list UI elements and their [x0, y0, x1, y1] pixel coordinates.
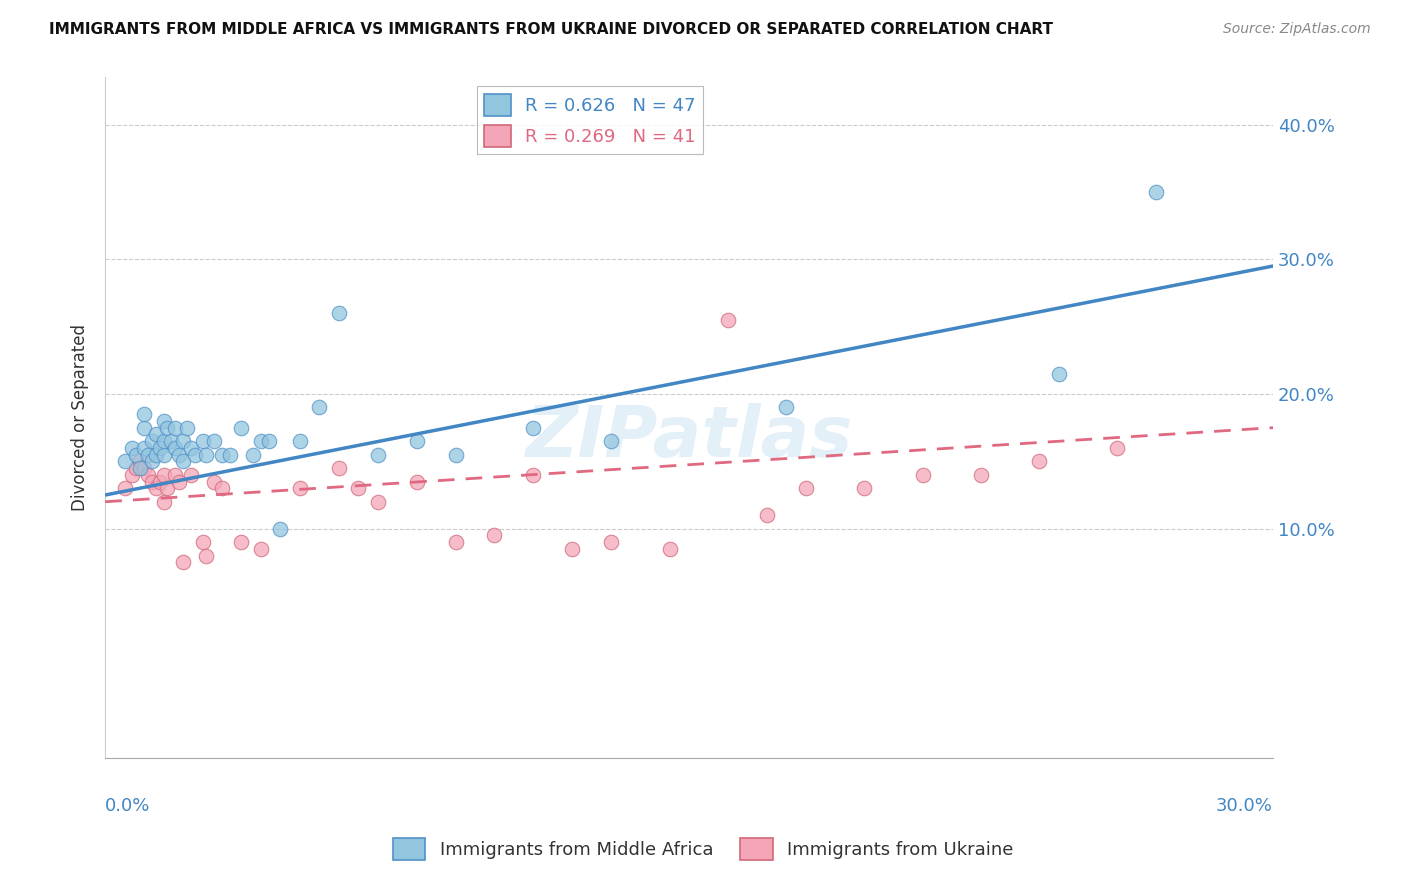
Point — [522, 467, 544, 482]
Point — [152, 448, 174, 462]
Point — [288, 434, 311, 449]
Point — [242, 448, 264, 462]
Point — [211, 448, 233, 462]
Point — [129, 454, 152, 468]
Point — [152, 494, 174, 508]
Point — [1144, 185, 1167, 199]
Point — [218, 448, 240, 462]
Point — [522, 420, 544, 434]
Point — [250, 541, 273, 556]
Point — [184, 448, 207, 462]
Point — [134, 461, 156, 475]
Point — [160, 434, 183, 449]
Point — [141, 475, 163, 489]
Point — [347, 481, 370, 495]
Point — [172, 434, 194, 449]
Point — [288, 481, 311, 495]
Point — [134, 407, 156, 421]
Point — [202, 434, 225, 449]
Point — [1047, 367, 1070, 381]
Point — [250, 434, 273, 449]
Point — [328, 306, 350, 320]
Point — [202, 475, 225, 489]
Point — [134, 420, 156, 434]
Point — [167, 448, 190, 462]
Point — [114, 481, 136, 495]
Point — [156, 481, 179, 495]
Point — [1107, 441, 1129, 455]
Point — [211, 481, 233, 495]
Point — [125, 448, 148, 462]
Point — [125, 461, 148, 475]
Point — [141, 434, 163, 449]
Point — [1028, 454, 1050, 468]
Point — [195, 549, 218, 563]
Point — [152, 414, 174, 428]
Point — [405, 475, 427, 489]
Point — [911, 467, 934, 482]
Point — [156, 420, 179, 434]
Point — [152, 467, 174, 482]
Point — [180, 441, 202, 455]
Point — [970, 467, 993, 482]
Point — [484, 528, 506, 542]
Legend: Immigrants from Middle Africa, Immigrants from Ukraine: Immigrants from Middle Africa, Immigrant… — [385, 830, 1021, 867]
Point — [121, 441, 143, 455]
Point — [191, 434, 214, 449]
Point — [136, 448, 159, 462]
Point — [165, 441, 187, 455]
Point — [600, 535, 623, 549]
Point — [136, 467, 159, 482]
Point — [328, 461, 350, 475]
Point — [165, 467, 187, 482]
Y-axis label: Divorced or Separated: Divorced or Separated — [72, 324, 89, 511]
Point — [257, 434, 280, 449]
Point — [172, 454, 194, 468]
Point — [145, 427, 167, 442]
Point — [141, 454, 163, 468]
Point — [231, 535, 253, 549]
Point — [794, 481, 817, 495]
Point — [180, 467, 202, 482]
Point — [145, 448, 167, 462]
Point — [149, 441, 172, 455]
Point — [129, 461, 152, 475]
Point — [172, 555, 194, 569]
Point — [775, 401, 797, 415]
Point — [561, 541, 583, 556]
Point — [755, 508, 778, 523]
Point — [658, 541, 681, 556]
Point — [176, 420, 198, 434]
Point — [134, 441, 156, 455]
Point — [444, 535, 467, 549]
Point — [600, 434, 623, 449]
Text: Source: ZipAtlas.com: Source: ZipAtlas.com — [1223, 22, 1371, 37]
Point — [114, 454, 136, 468]
Point — [191, 535, 214, 549]
Point — [853, 481, 876, 495]
Point — [405, 434, 427, 449]
Point — [167, 475, 190, 489]
Point — [231, 420, 253, 434]
Text: 0.0%: 0.0% — [105, 797, 150, 814]
Text: ZIPat​las: ZIPat​las — [526, 403, 853, 473]
Legend: R = 0.626   N = 47, R = 0.269   N = 41: R = 0.626 N = 47, R = 0.269 N = 41 — [477, 87, 703, 154]
Text: 30.0%: 30.0% — [1216, 797, 1272, 814]
Point — [308, 401, 330, 415]
Point — [367, 494, 389, 508]
Point — [444, 448, 467, 462]
Point — [121, 467, 143, 482]
Point — [195, 448, 218, 462]
Point — [717, 313, 740, 327]
Point — [367, 448, 389, 462]
Point — [145, 481, 167, 495]
Point — [269, 522, 291, 536]
Text: IMMIGRANTS FROM MIDDLE AFRICA VS IMMIGRANTS FROM UKRAINE DIVORCED OR SEPARATED C: IMMIGRANTS FROM MIDDLE AFRICA VS IMMIGRA… — [49, 22, 1053, 37]
Point — [152, 434, 174, 449]
Point — [165, 420, 187, 434]
Point — [149, 475, 172, 489]
